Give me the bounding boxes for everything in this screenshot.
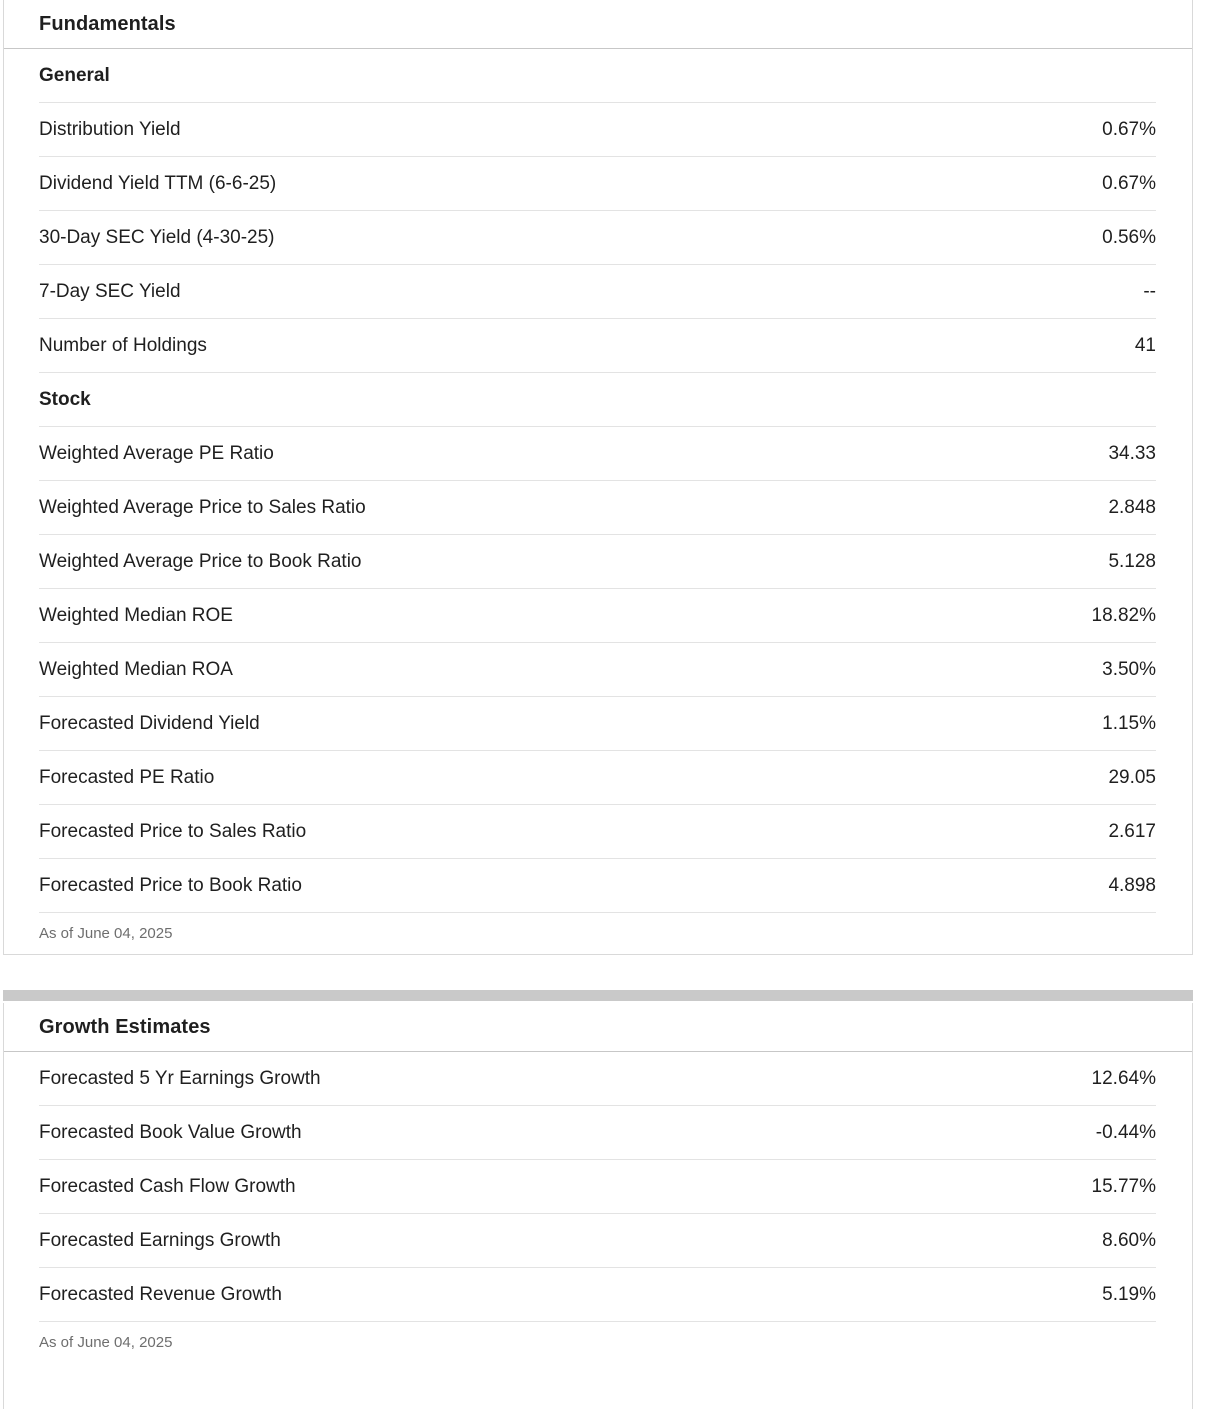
card-gap xyxy=(0,955,1205,990)
row-label: Dividend Yield TTM (6-6-25) xyxy=(39,172,277,194)
section-header-general: General xyxy=(39,49,1156,103)
row-value: 15.77% xyxy=(1091,1175,1156,1197)
table-row: Weighted Average Price to Book Ratio 5.1… xyxy=(39,535,1156,589)
row-value: 1.15% xyxy=(1102,712,1156,734)
row-value: -- xyxy=(1143,280,1156,302)
table-row: Forecasted Cash Flow Growth 15.77% xyxy=(39,1160,1156,1214)
row-label: Distribution Yield xyxy=(39,118,181,140)
fundamentals-card: Fundamentals General Distribution Yield … xyxy=(3,0,1193,955)
row-label: Weighted Median ROE xyxy=(39,604,233,626)
row-label: 7-Day SEC Yield xyxy=(39,280,181,302)
as-of-date: As of June 04, 2025 xyxy=(39,925,173,942)
table-row: Forecasted Earnings Growth 8.60% xyxy=(39,1214,1156,1268)
table-row: Forecasted Price to Sales Ratio 2.617 xyxy=(39,805,1156,859)
table-row: Forecasted Revenue Growth 5.19% xyxy=(39,1268,1156,1322)
section-header-stock: Stock xyxy=(39,373,1156,427)
section-label: General xyxy=(39,64,110,86)
table-row: 30-Day SEC Yield (4-30-25) 0.56% xyxy=(39,211,1156,265)
divider-gap xyxy=(0,1001,1205,1003)
growth-rows: Forecasted 5 Yr Earnings Growth 12.64% F… xyxy=(4,1052,1192,1322)
fundamentals-rows: General Distribution Yield 0.67% Dividen… xyxy=(4,49,1192,913)
row-value: 0.67% xyxy=(1102,118,1156,140)
row-value: 0.67% xyxy=(1102,172,1156,194)
row-value: 18.82% xyxy=(1091,604,1156,626)
row-label: Forecasted Dividend Yield xyxy=(39,712,260,734)
growth-estimates-title: Growth Estimates xyxy=(4,1003,1192,1052)
table-row: Forecasted Dividend Yield 1.15% xyxy=(39,697,1156,751)
row-label: Forecasted 5 Yr Earnings Growth xyxy=(39,1067,321,1089)
row-value: 29.05 xyxy=(1108,766,1156,788)
row-label: 30-Day SEC Yield (4-30-25) xyxy=(39,226,275,248)
as-of-date: As of June 04, 2025 xyxy=(39,1334,173,1351)
row-value: 34.33 xyxy=(1108,442,1156,464)
row-label: Number of Holdings xyxy=(39,334,207,356)
table-row: Weighted Average PE Ratio 34.33 xyxy=(39,427,1156,481)
row-value: 8.60% xyxy=(1102,1229,1156,1251)
table-row: 7-Day SEC Yield -- xyxy=(39,265,1156,319)
row-value: 41 xyxy=(1134,334,1156,356)
growth-estimates-card: Growth Estimates Forecasted 5 Yr Earning… xyxy=(3,1003,1193,1409)
row-label: Forecasted Price to Book Ratio xyxy=(39,874,302,896)
row-value: -0.44% xyxy=(1095,1121,1156,1143)
fundamentals-title: Fundamentals xyxy=(4,0,1192,49)
table-row: Forecasted Price to Book Ratio 4.898 xyxy=(39,859,1156,913)
table-row: Weighted Average Price to Sales Ratio 2.… xyxy=(39,481,1156,535)
row-label: Forecasted Price to Sales Ratio xyxy=(39,820,307,842)
row-value: 0.56% xyxy=(1102,226,1156,248)
row-value: 2.848 xyxy=(1108,496,1156,518)
row-label: Forecasted Revenue Growth xyxy=(39,1283,282,1305)
row-label: Weighted Average Price to Sales Ratio xyxy=(39,496,366,518)
table-row: Number of Holdings 41 xyxy=(39,319,1156,373)
row-value: 3.50% xyxy=(1102,658,1156,680)
row-label: Weighted Median ROA xyxy=(39,658,233,680)
table-row: Forecasted 5 Yr Earnings Growth 12.64% xyxy=(39,1052,1156,1106)
row-label: Weighted Average PE Ratio xyxy=(39,442,274,464)
table-row: Distribution Yield 0.67% xyxy=(39,103,1156,157)
section-divider-band xyxy=(3,990,1193,1001)
row-value: 2.617 xyxy=(1108,820,1156,842)
row-label: Weighted Average Price to Book Ratio xyxy=(39,550,362,572)
table-row: Weighted Median ROE 18.82% xyxy=(39,589,1156,643)
row-label: Forecasted Book Value Growth xyxy=(39,1121,302,1143)
row-label: Forecasted Cash Flow Growth xyxy=(39,1175,296,1197)
row-label: Forecasted Earnings Growth xyxy=(39,1229,281,1251)
row-value: 4.898 xyxy=(1108,874,1156,896)
row-value: 5.19% xyxy=(1102,1283,1156,1305)
section-label: Stock xyxy=(39,388,91,410)
table-row: Forecasted PE Ratio 29.05 xyxy=(39,751,1156,805)
table-row: Forecasted Book Value Growth -0.44% xyxy=(39,1106,1156,1160)
table-row: Weighted Median ROA 3.50% xyxy=(39,643,1156,697)
table-row: Dividend Yield TTM (6-6-25) 0.67% xyxy=(39,157,1156,211)
row-value: 5.128 xyxy=(1108,550,1156,572)
row-label: Forecasted PE Ratio xyxy=(39,766,215,788)
row-value: 12.64% xyxy=(1091,1067,1156,1089)
